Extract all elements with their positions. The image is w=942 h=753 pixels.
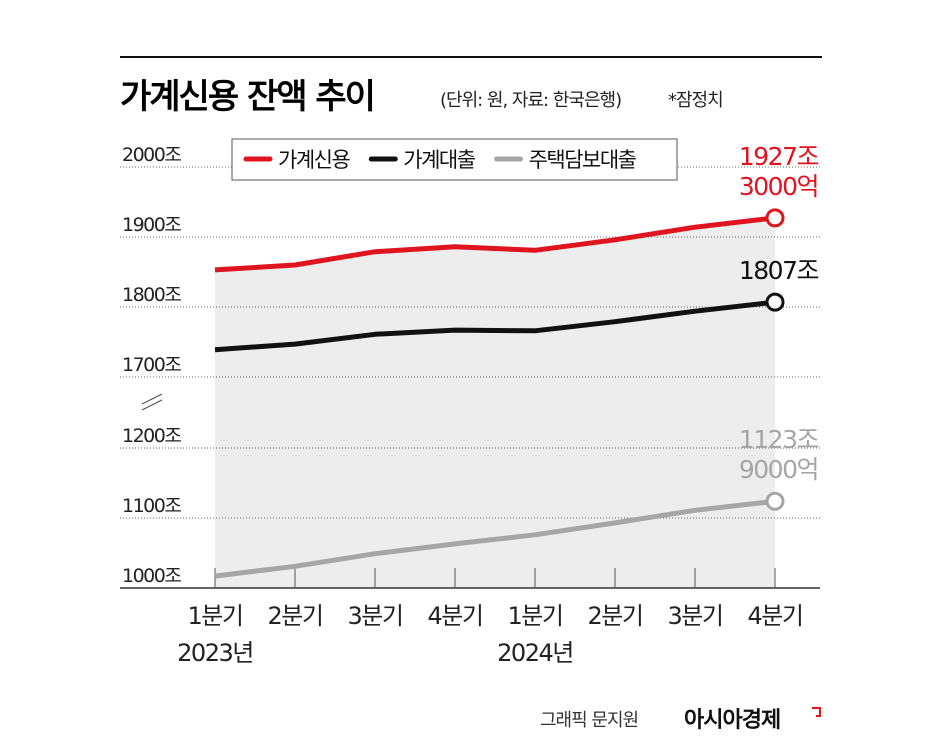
value-label: 1927조 3000억 [738, 141, 820, 201]
chart-note: *잠정치 [668, 90, 723, 111]
end-marker [765, 292, 785, 312]
plot-area: 1000조 1100조 1200조 1700조 1800조 1900조 2000조 1분기 20… [120, 138, 820, 667]
legend-label: 가계대출 [403, 148, 475, 172]
x-tick-label: 2분기 [268, 602, 323, 630]
x-tick-label: 4분기 [748, 602, 803, 630]
shaded-area [215, 217, 775, 588]
x-group-label: 2024년 [497, 639, 573, 667]
legend-label: 가계신용 [278, 148, 350, 172]
y-tick-label: 1100조 [122, 495, 181, 517]
y-tick-label: 1000조 [122, 565, 181, 587]
legend: 가계신용 가계대출 주택담보대출 [231, 138, 678, 181]
x-tick-label: 4분기 [428, 602, 483, 630]
legend-box [231, 138, 678, 181]
x-tick-label: 2분기 [588, 602, 643, 630]
series-line [214, 299, 776, 353]
value-label: 1807조 [738, 256, 820, 286]
series-line [214, 215, 776, 273]
series-line [214, 498, 776, 579]
x-tick-label: 1분기 [188, 602, 243, 630]
brand: 아시아경제 [684, 708, 780, 733]
x-tick-label: 3분기 [348, 602, 403, 630]
legend-label: 주택담보대출 [529, 148, 637, 172]
y-tick-label: 1200조 [122, 425, 181, 447]
y-tick-label: 2000조 [122, 144, 181, 166]
chart-title: 가계신용 잔액 추이 [120, 77, 374, 117]
y-tick-label: 1800조 [122, 284, 181, 306]
end-marker [765, 208, 785, 228]
brand-icon [812, 707, 821, 717]
value-label: 1123조 9000억 [738, 425, 820, 485]
x-tick-label: 3분기 [668, 602, 723, 630]
axis-break [141, 393, 163, 411]
y-tick-label: 1900조 [122, 214, 181, 236]
x-group-label: 2023년 [177, 639, 253, 667]
x-tick-label: 1분기 [508, 602, 563, 630]
end-marker [765, 491, 785, 511]
y-tick-label: 1700조 [122, 354, 181, 376]
chart-subtitle: (단위: 원, 자료: 한국은행) [440, 90, 621, 111]
credit: 그래픽 문지원 [540, 710, 638, 731]
